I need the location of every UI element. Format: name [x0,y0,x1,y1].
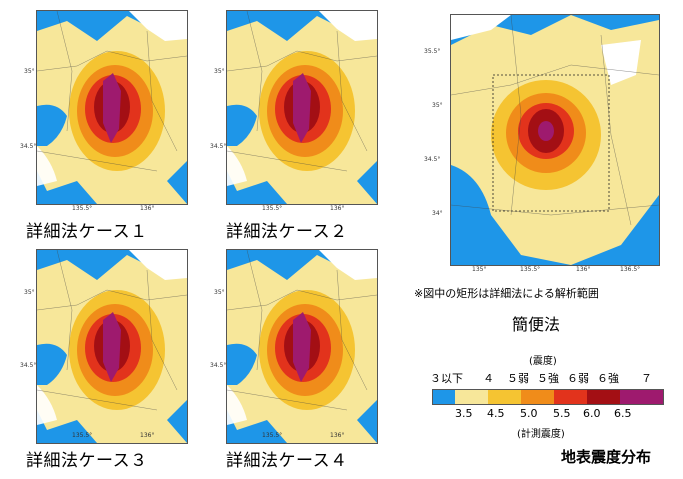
intensity-map-case2 [226,10,378,205]
map-drawing [37,11,187,204]
intensity-map-case1 [36,10,188,205]
legend-color-bar [432,389,664,405]
map-panel-case4: 35° 34.5° 135.5° 136° 詳細法ケース４ [210,249,390,479]
x-tick-136: 136° [576,266,591,273]
legend-swatch-6 [620,390,663,404]
case-label-4: 詳細法ケース４ [226,451,348,471]
x-tick-136: 136° [330,432,345,439]
map-drawing [227,250,377,443]
legend-swatch-4 [554,390,587,404]
y-tick-34-5: 34.5° [424,156,441,163]
legend-value-3: 5.5 [553,407,571,420]
legend-swatch-0 [433,390,455,404]
y-tick-34: 34° [432,210,443,217]
figure-title: 地表震度分布 [561,448,652,466]
simple-method-label: 簡便法 [512,315,561,334]
legend-class-2: ５弱 [507,372,529,385]
map-drawing [227,11,377,204]
legend-class-1: ４ [483,372,494,385]
map-drawing [37,250,187,443]
intensity-map-simple [450,14,660,266]
legend-value-2: 5.0 [520,407,538,420]
case-label-3: 詳細法ケース３ [26,451,148,471]
legend-class-5: ６強 [597,372,619,385]
case-label-2: 詳細法ケース２ [226,222,348,242]
map-panel-case2: 35° 34.5° 135.5° 136° 詳細法ケース２ [210,10,390,242]
intensity-map-case4 [226,249,378,444]
y-tick-34-5: 34.5° [20,362,37,369]
legend-title-intensity: (震度) [529,356,557,367]
y-tick-35-5: 35.5° [424,48,441,55]
legend-class-4: ６弱 [567,372,589,385]
legend-swatch-5 [587,390,620,404]
legend-class-0: ３以下 [430,372,463,385]
legend-title-measured: (計測震度) [517,429,565,440]
legend-swatch-3 [521,390,554,404]
legend-value-1: 4.5 [487,407,505,420]
map-panel-simple: 35.5° 35° 34.5° 34° 135° 135.5° 136° 136… [414,14,667,334]
legend-class-3: ５強 [537,372,559,385]
x-tick-135-5: 135.5° [262,432,283,439]
x-tick-135-5: 135.5° [520,266,541,273]
map-panel-case1: 35° 34.5° 135.5° 136° 詳細法ケース１ [20,10,200,242]
intensity-map-case3 [36,249,188,444]
y-tick-35: 35° [214,289,225,296]
x-tick-135-5: 135.5° [72,432,93,439]
x-tick-136: 136° [140,205,155,212]
y-tick-34-5: 34.5° [210,143,227,150]
case-label-1: 詳細法ケース１ [26,222,148,242]
map-drawing [451,15,659,265]
y-tick-35: 35° [24,289,35,296]
legend-value-4: 6.0 [583,407,601,420]
legend-swatch-1 [455,390,488,404]
y-tick-35: 35° [432,102,443,109]
analysis-range-note: ※図中の矩形は詳細法による解析範囲 [414,287,599,300]
y-tick-35: 35° [24,68,35,75]
legend-value-5: 6.5 [614,407,632,420]
y-tick-35: 35° [214,68,225,75]
y-tick-34-5: 34.5° [20,143,37,150]
map-panel-case3: 35° 34.5° 135.5° 136° 詳細法ケース３ [20,249,200,479]
x-tick-136: 136° [140,432,155,439]
x-tick-136: 136° [330,205,345,212]
x-tick-135-5: 135.5° [72,205,93,212]
x-tick-135-5: 135.5° [262,205,283,212]
legend-swatch-2 [488,390,521,404]
x-tick-135: 135° [472,266,487,273]
y-tick-34-5: 34.5° [210,362,227,369]
legend-value-0: 3.5 [455,407,473,420]
x-tick-136-5: 136.5° [620,266,641,273]
legend-class-6: ７ [641,372,652,385]
